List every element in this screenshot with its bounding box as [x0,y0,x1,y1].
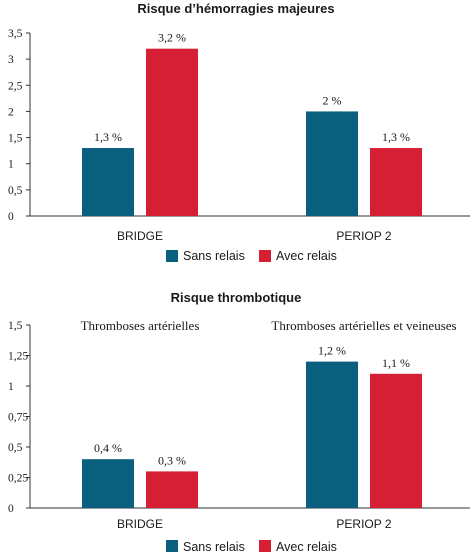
chart-2-data-labels: 0,4 % 0,3 % 1,2 % 1,1 % [94,344,410,468]
y-tick-label: 0 [8,503,14,515]
y-tick-label: 1 [8,381,14,393]
chart-thrombotique: Risque thrombotique Thromboses artériell… [8,290,470,553]
bar-sans-relais-bridge [82,148,134,216]
legend-label-avec-relais: Avec relais [276,540,337,553]
data-label-sans-relais-bridge: 1,3 % [94,130,122,144]
data-label-sans-relais-bridge: 0,4 % [94,441,122,455]
data-label-avec-relais-periop-2: 1,1 % [382,356,410,370]
legend-swatch-sans-relais [166,540,178,552]
chart-2-bars [82,361,422,508]
chart-2-title: Risque thrombotique [171,290,302,305]
bar-sans-relais-bridge [82,459,134,508]
chart-2-subtitle-right: Thromboses artérielles et veineuses [271,318,456,333]
y-tick-label: 3 [8,54,14,66]
chart-1-data-labels: 1,3 % 3,2 % 2 % 1,3 % [94,31,410,144]
x-category-label: PERIOP 2 [336,517,391,531]
bar-avec-relais-periop-2 [370,148,422,216]
bar-avec-relais-bridge [146,471,198,508]
y-tick-label: 3,5 [8,28,23,40]
x-category-label: PERIOP 2 [336,229,391,243]
bar-avec-relais-periop-2 [370,373,422,508]
y-tick-label: 0,25 [8,473,28,485]
legend-swatch-sans-relais [166,250,178,262]
data-label-avec-relais-bridge: 3,2 % [158,31,186,45]
y-tick-label: 2 [8,106,14,118]
chart-1-legend: Sans relais Avec relais [166,249,337,263]
legend-label-sans-relais: Sans relais [183,249,245,263]
bar-sans-relais-periop-2 [306,361,358,508]
chart-1-bars [82,48,422,216]
y-tick-label: 0 [8,211,14,223]
x-category-label: BRIDGE [117,517,163,531]
y-tick-label: 2,5 [8,80,23,92]
y-tick-label: 1,5 [8,320,23,332]
y-tick-label: 0,5 [8,442,23,454]
legend-swatch-avec-relais [259,250,271,262]
data-label-avec-relais-periop-2: 1,3 % [382,130,410,144]
chart-2-subtitle-left: Thromboses artérielles [81,318,200,333]
chart-2-legend: Sans relais Avec relais [166,540,337,553]
chart-hemorragies: Risque d’hémorragies majeures 0 0,5 1 1,5 2 2… [8,1,470,263]
chart-1-title: Risque d’hémorragies majeures [137,1,334,16]
legend-swatch-avec-relais [259,540,271,552]
bar-avec-relais-bridge [146,48,198,216]
y-tick-label: 1 [8,159,14,171]
y-tick-label: 1,5 [8,133,23,145]
legend-label-sans-relais: Sans relais [183,540,245,553]
legend-label-avec-relais: Avec relais [276,249,337,263]
y-tick-label: 0,75 [8,412,28,424]
data-label-avec-relais-bridge: 0,3 % [158,453,186,467]
data-label-sans-relais-periop-2: 1,2 % [318,344,346,358]
y-tick-label: 1,25 [8,351,28,363]
bar-sans-relais-periop-2 [306,111,358,216]
y-tick-label: 0,5 [8,185,23,197]
data-label-sans-relais-periop-2: 2 % [323,93,342,107]
x-category-label: BRIDGE [117,229,163,243]
